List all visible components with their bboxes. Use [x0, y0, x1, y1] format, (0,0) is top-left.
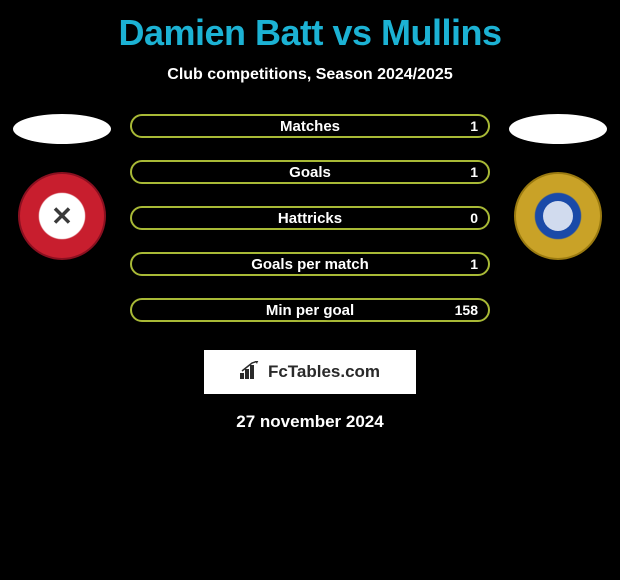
- dagenham-redbridge-badge: [18, 172, 106, 260]
- stat-bar-hattricks: Hattricks 0: [130, 206, 490, 230]
- stat-right-value: 0: [470, 210, 478, 226]
- subtitle: Club competitions, Season 2024/2025: [0, 66, 620, 84]
- stats-column: Matches 1 Goals 1 Hattricks 0 Goals per …: [116, 114, 504, 322]
- chart-icon: [240, 361, 262, 384]
- aldershot-town-badge: [514, 172, 602, 260]
- stat-label: Min per goal: [266, 302, 354, 319]
- comparison-row: Matches 1 Goals 1 Hattricks 0 Goals per …: [0, 114, 620, 322]
- right-player-column: [504, 114, 612, 260]
- fctables-logo[interactable]: FcTables.com: [204, 350, 416, 394]
- left-player-column: [8, 114, 116, 260]
- stat-label: Goals: [289, 164, 331, 181]
- stat-right-value: 1: [470, 118, 478, 134]
- right-player-avatar: [509, 114, 607, 144]
- stat-bar-matches: Matches 1: [130, 114, 490, 138]
- stat-bar-goals-per-match: Goals per match 1: [130, 252, 490, 276]
- stat-label: Hattricks: [278, 210, 342, 227]
- stat-bar-goals: Goals 1: [130, 160, 490, 184]
- logo-text: FcTables.com: [268, 362, 380, 382]
- stat-label: Goals per match: [251, 256, 369, 273]
- left-player-avatar: [13, 114, 111, 144]
- stat-right-value: 1: [470, 164, 478, 180]
- date-text: 27 november 2024: [0, 412, 620, 432]
- stat-bar-min-per-goal: Min per goal 158: [130, 298, 490, 322]
- stat-right-value: 158: [455, 302, 478, 318]
- stat-right-value: 1: [470, 256, 478, 272]
- stat-label: Matches: [280, 118, 340, 135]
- page-title: Damien Batt vs Mullins: [0, 0, 620, 54]
